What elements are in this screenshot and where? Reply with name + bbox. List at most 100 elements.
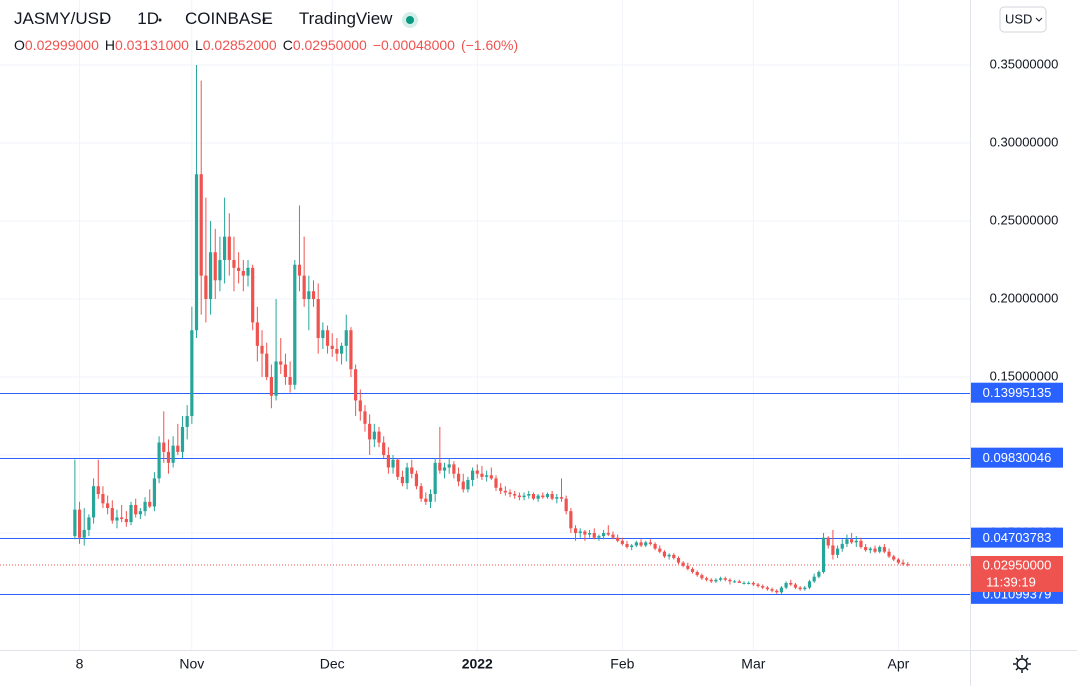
candle-body bbox=[658, 548, 662, 552]
candle-body bbox=[246, 267, 250, 276]
separator bbox=[262, 18, 266, 22]
candle-body bbox=[405, 467, 409, 484]
candle-body bbox=[428, 494, 433, 502]
candle-body bbox=[354, 369, 358, 401]
y-tick-label: 0.25000000 bbox=[990, 212, 1059, 227]
candle-body bbox=[733, 581, 737, 583]
candle-body bbox=[87, 517, 91, 530]
candle-body bbox=[232, 260, 236, 268]
candle-body bbox=[550, 494, 554, 499]
candle-body bbox=[714, 579, 718, 582]
y-tick-label: 0.20000000 bbox=[990, 290, 1059, 305]
candle-body bbox=[775, 590, 779, 593]
candle-body bbox=[648, 542, 653, 544]
candle-body bbox=[662, 551, 667, 557]
countdown: 11:39:19 bbox=[986, 574, 1036, 589]
candle-body bbox=[508, 492, 512, 495]
candle-body bbox=[307, 291, 311, 300]
candle-body bbox=[293, 264, 297, 385]
candle-body bbox=[559, 497, 564, 499]
grid bbox=[0, 0, 970, 650]
candle-body bbox=[709, 579, 713, 582]
candle-body bbox=[456, 473, 461, 482]
candle-body bbox=[152, 478, 157, 507]
settings-button[interactable] bbox=[1013, 655, 1031, 673]
candle-body bbox=[878, 547, 882, 552]
source: TradingView bbox=[299, 9, 393, 28]
candle-body bbox=[555, 497, 559, 499]
separator bbox=[100, 18, 104, 22]
candle-body bbox=[817, 572, 821, 577]
candles bbox=[73, 65, 910, 594]
candle-body bbox=[831, 545, 835, 555]
candle-body bbox=[630, 545, 634, 548]
candle-body bbox=[840, 543, 844, 549]
candle-body bbox=[681, 562, 685, 566]
legend-value: 0.03131000 bbox=[115, 37, 189, 53]
candle-body bbox=[124, 518, 128, 523]
candle-body bbox=[587, 533, 592, 535]
axes: 0.050000000.100000000.150000000.20000000… bbox=[76, 56, 1063, 672]
candle-body bbox=[798, 587, 802, 590]
y-tick-label: 0.15000000 bbox=[990, 368, 1059, 383]
symbol-title: JASMY/USD 1D COINBASE TradingView bbox=[14, 9, 393, 28]
candle-body bbox=[91, 486, 96, 518]
candle-body bbox=[606, 533, 610, 535]
candle-body bbox=[171, 445, 175, 463]
currency[interactable]: USD bbox=[1005, 11, 1032, 26]
candle-body bbox=[751, 582, 755, 585]
x-tick-label: Mar bbox=[741, 656, 765, 672]
currency-button[interactable]: USD bbox=[999, 6, 1047, 33]
candle-body bbox=[96, 486, 100, 495]
candle-body bbox=[742, 582, 746, 584]
candle-body bbox=[756, 584, 760, 587]
candle-body bbox=[321, 330, 325, 339]
candle-body bbox=[700, 575, 704, 579]
candle-body bbox=[676, 557, 681, 563]
x-tick-label: Apr bbox=[888, 656, 910, 672]
candle-body bbox=[302, 275, 306, 300]
candle-body bbox=[686, 565, 690, 569]
last-price-box bbox=[971, 555, 1063, 592]
candle-body bbox=[157, 442, 161, 479]
candle-body bbox=[110, 508, 114, 521]
candle-body bbox=[611, 534, 615, 538]
exchange: COINBASE bbox=[185, 9, 273, 28]
candle-body bbox=[592, 533, 596, 538]
candle-body bbox=[297, 264, 302, 276]
candle-body bbox=[255, 322, 259, 346]
candle-body bbox=[527, 494, 531, 496]
candle-body bbox=[887, 551, 891, 557]
candle-body bbox=[597, 536, 601, 538]
price-line-label: 0.09830046 bbox=[983, 450, 1052, 465]
candle-body bbox=[274, 361, 278, 396]
candle-body bbox=[162, 442, 166, 452]
candle-body bbox=[489, 475, 493, 479]
candle-body bbox=[311, 291, 316, 300]
symbol: JASMY/USD bbox=[14, 9, 111, 28]
candle-body bbox=[143, 501, 147, 512]
candle-body bbox=[166, 451, 171, 463]
x-tick-label: 2022 bbox=[462, 656, 493, 672]
currency-box[interactable] bbox=[999, 6, 1047, 33]
candle-body bbox=[129, 504, 133, 523]
change-percent: (−1.60%) bbox=[461, 37, 518, 53]
candle-body bbox=[545, 494, 550, 498]
header: JASMY/USD 1D COINBASE TradingView O0.029990… bbox=[14, 9, 518, 52]
gear[interactable] bbox=[1016, 658, 1028, 670]
candle-body bbox=[269, 377, 273, 396]
x-tick-label: 8 bbox=[76, 656, 84, 672]
interval: 1D bbox=[137, 9, 159, 28]
candle-body bbox=[223, 236, 227, 261]
candle-body bbox=[377, 431, 381, 443]
candle-body bbox=[325, 330, 330, 346]
candle-body bbox=[283, 364, 288, 378]
candle-body bbox=[517, 495, 521, 498]
candle-body bbox=[410, 467, 414, 474]
candle-body bbox=[812, 576, 816, 582]
candle-body bbox=[845, 539, 849, 544]
ohlc-legend: O0.02999000 H0.03131000 L0.02852000 C0.0295… bbox=[14, 37, 518, 53]
candle-body bbox=[138, 511, 142, 515]
candle-body bbox=[667, 554, 671, 557]
